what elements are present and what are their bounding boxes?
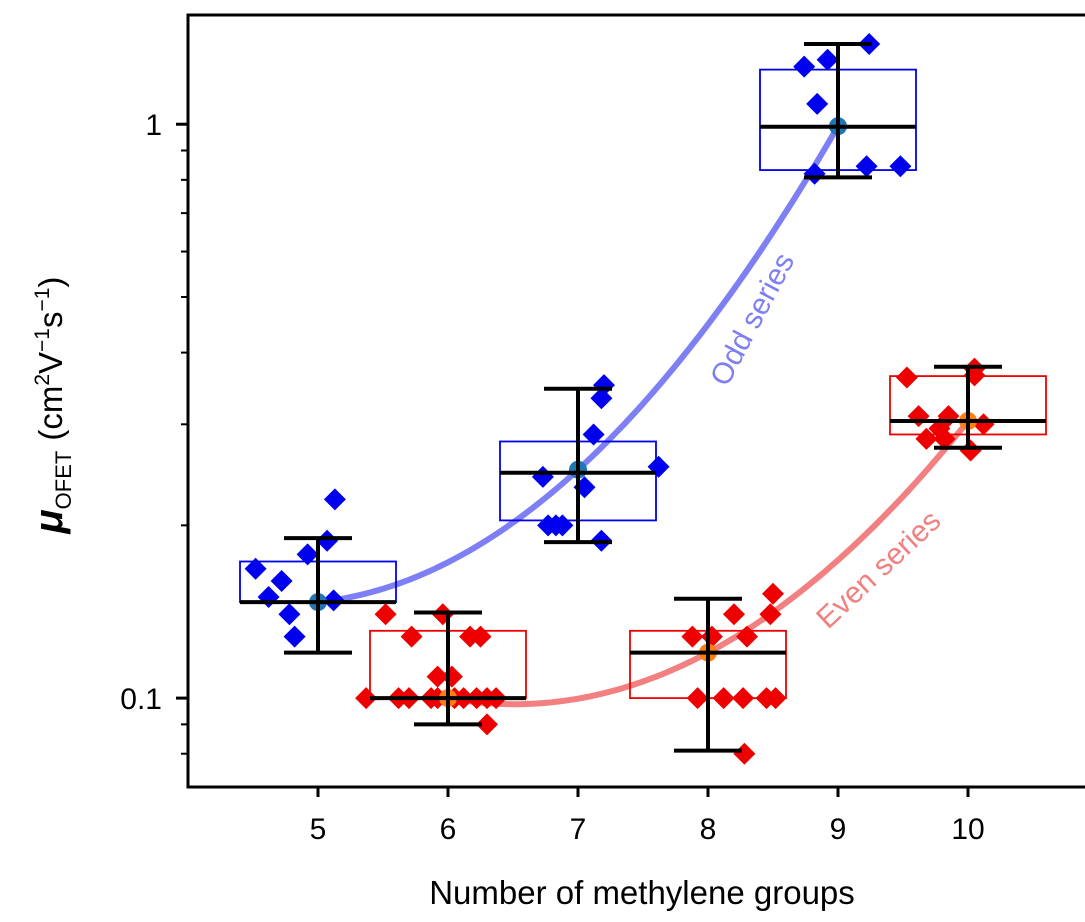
odd-data-point: [270, 569, 293, 592]
x-tick-label: 8: [700, 813, 717, 846]
odd-data-point: [889, 155, 912, 178]
even-data-point: [681, 625, 704, 648]
y-axis-units-mid: V: [32, 352, 69, 374]
y-tick-label: 0.1: [120, 683, 162, 716]
odd-data-point: [793, 55, 816, 78]
y-axis-symbol: μ: [27, 509, 71, 534]
even-data-point: [733, 742, 756, 765]
even-data-point: [959, 439, 982, 462]
x-tick-label: 9: [830, 813, 847, 846]
y-axis-title: μOFET(cm2V−1s−1): [27, 277, 76, 535]
x-tick-label: 5: [310, 813, 327, 846]
y-tick-label: 1: [145, 109, 162, 142]
even-data-point: [759, 603, 782, 626]
even-data-point: [355, 687, 378, 710]
even-data-point: [762, 582, 784, 605]
even-data-point: [686, 687, 709, 710]
odd-data-point: [855, 155, 878, 178]
odd-data-point: [582, 423, 605, 446]
odd-data-point: [296, 543, 319, 566]
odd-data-point: [278, 603, 301, 626]
even-data-point: [469, 625, 492, 648]
even-data-point: [476, 713, 498, 736]
plot-frame: [186, 13, 1085, 789]
x-tick-label: 7: [570, 813, 587, 846]
y-axis-units-open: (cm: [32, 386, 69, 441]
odd-data-point: [531, 465, 554, 488]
y-axis-units-sup3: −1: [31, 288, 54, 312]
odd-data-point: [244, 557, 267, 580]
even-data-point: [895, 366, 918, 389]
even-data-point: [972, 413, 995, 436]
x-axis-title: Number of methylene groups: [429, 874, 855, 911]
odd-data-point: [257, 586, 280, 609]
even-data-point: [400, 625, 423, 648]
even-data-point: [736, 625, 758, 648]
odd-data-point: [323, 488, 346, 511]
even-data-point: [374, 603, 397, 626]
svg-text:μOFET(cm2V−1s−1): μOFET(cm2V−1s−1): [27, 277, 76, 535]
x-tick-label: 6: [440, 813, 457, 846]
y-axis-units-close: ): [32, 277, 69, 288]
odd-series-label: Odd series: [704, 248, 801, 392]
odd-data-point: [283, 625, 306, 648]
y-axis-units-sup1: 2: [31, 374, 54, 386]
y-axis-subscript: OFET: [51, 451, 76, 510]
even-data-point: [764, 687, 787, 710]
even-data-point: [426, 665, 449, 688]
even-data-point: [440, 665, 463, 688]
y-axis-units-sup2: −1: [31, 328, 54, 352]
x-tick-label: 10: [951, 813, 984, 846]
odd-data-point: [816, 48, 839, 71]
y-axis-units-mid2: s: [32, 312, 69, 329]
odd-data-point: [316, 529, 339, 552]
even-data-point: [732, 687, 755, 710]
odd-data-point: [806, 92, 829, 115]
even-data-point: [933, 427, 956, 450]
even-data-point: [723, 603, 745, 626]
odd-data-point: [551, 514, 574, 537]
even-data-point: [712, 687, 735, 710]
even-data-point: [915, 427, 938, 450]
even-data-point: [907, 405, 930, 428]
